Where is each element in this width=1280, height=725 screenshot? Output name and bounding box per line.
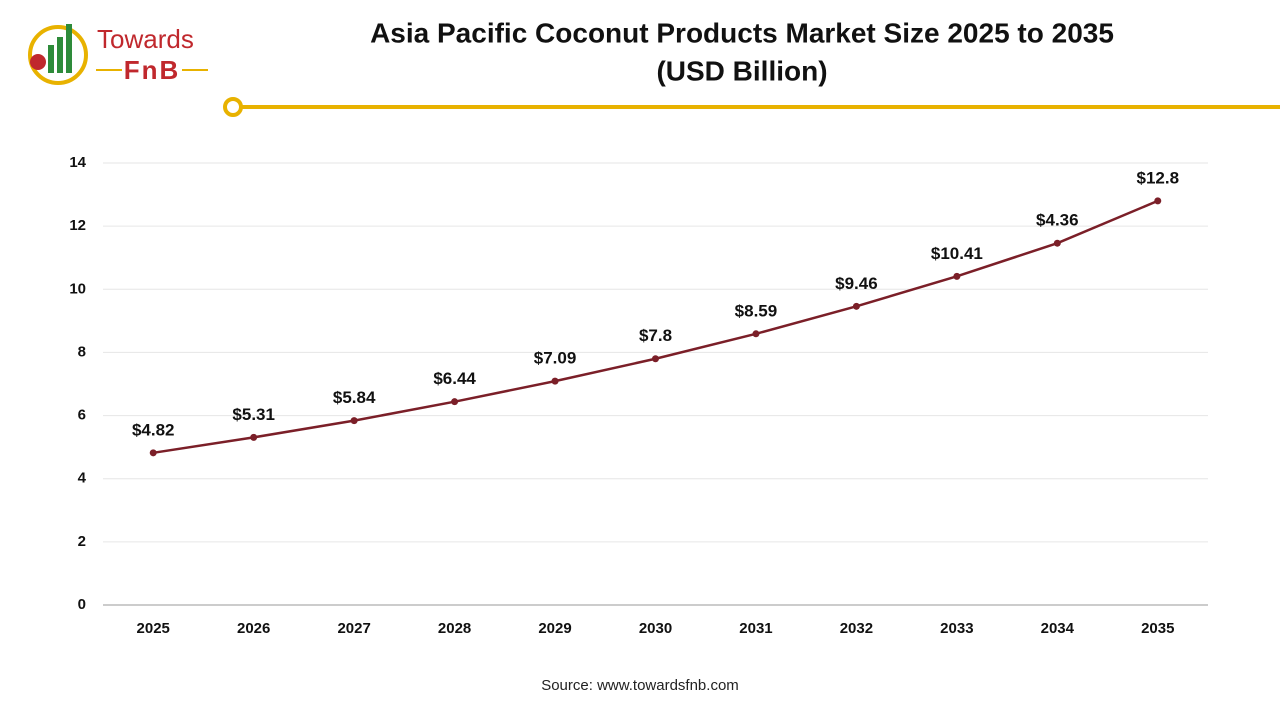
x-tick-label: 2034 (1041, 620, 1075, 637)
logo: Towards FnB (28, 24, 208, 85)
y-tick-label: 14 (69, 154, 86, 171)
annotation: $4.36 (1036, 211, 1079, 230)
logo-text: FnB (124, 55, 181, 85)
point (551, 377, 559, 385)
x-tick-label: 2028 (438, 620, 471, 637)
chart-title: Asia Pacific Coconut Products Market Siz… (370, 17, 1114, 48)
y-tick-label: 12 (69, 217, 86, 234)
y-tick-label: 10 (69, 280, 86, 297)
logo-text: Towards (97, 24, 194, 54)
x-tick-label: 2033 (940, 620, 973, 637)
logo-bar (48, 45, 54, 73)
data-label: $9.46 (835, 274, 878, 293)
x-tick-label: 2026 (237, 620, 270, 637)
logo-dot (30, 54, 46, 70)
point (953, 272, 961, 280)
logo-bar (66, 24, 72, 73)
y-tick-label: 2 (78, 533, 86, 550)
data-label: $5.84 (333, 388, 376, 407)
x-tick-label: 2027 (337, 620, 370, 637)
point (752, 330, 760, 338)
point (350, 417, 358, 425)
point (1053, 239, 1061, 247)
data-label: $7.09 (534, 349, 577, 368)
point (852, 302, 860, 310)
x-tick-label: 2035 (1141, 620, 1174, 637)
x-tick-label: 2025 (137, 620, 170, 637)
point (250, 433, 258, 441)
x-tick-label: 2031 (739, 620, 772, 637)
point (451, 398, 459, 406)
x-tick-label: 2029 (538, 620, 571, 637)
data-label: $5.31 (232, 405, 275, 424)
y-tick-label: 8 (78, 343, 86, 360)
point (652, 355, 659, 363)
chart-subtitle: (USD Billion) (656, 55, 827, 86)
logo-ring (28, 25, 88, 85)
data-label: $10.41 (931, 244, 983, 263)
data-label: $7.8 (639, 326, 672, 345)
data-label: $4.82 (132, 420, 175, 439)
y-tick-label: 0 (78, 596, 86, 613)
y-tick-label: 4 (78, 470, 87, 487)
point (1154, 197, 1162, 205)
logo-bar (57, 37, 63, 73)
source: Source: www.towardsfnb.com (541, 677, 739, 694)
data-label: $8.59 (735, 301, 778, 320)
y-tick-label: 6 (78, 407, 86, 424)
x-tick-label: 2032 (840, 620, 873, 637)
data-label: $12.8 (1136, 168, 1179, 187)
x-tick-label: 2030 (639, 620, 672, 637)
point (149, 449, 157, 457)
data-label: $6.44 (433, 369, 476, 388)
header-dot (223, 97, 243, 117)
